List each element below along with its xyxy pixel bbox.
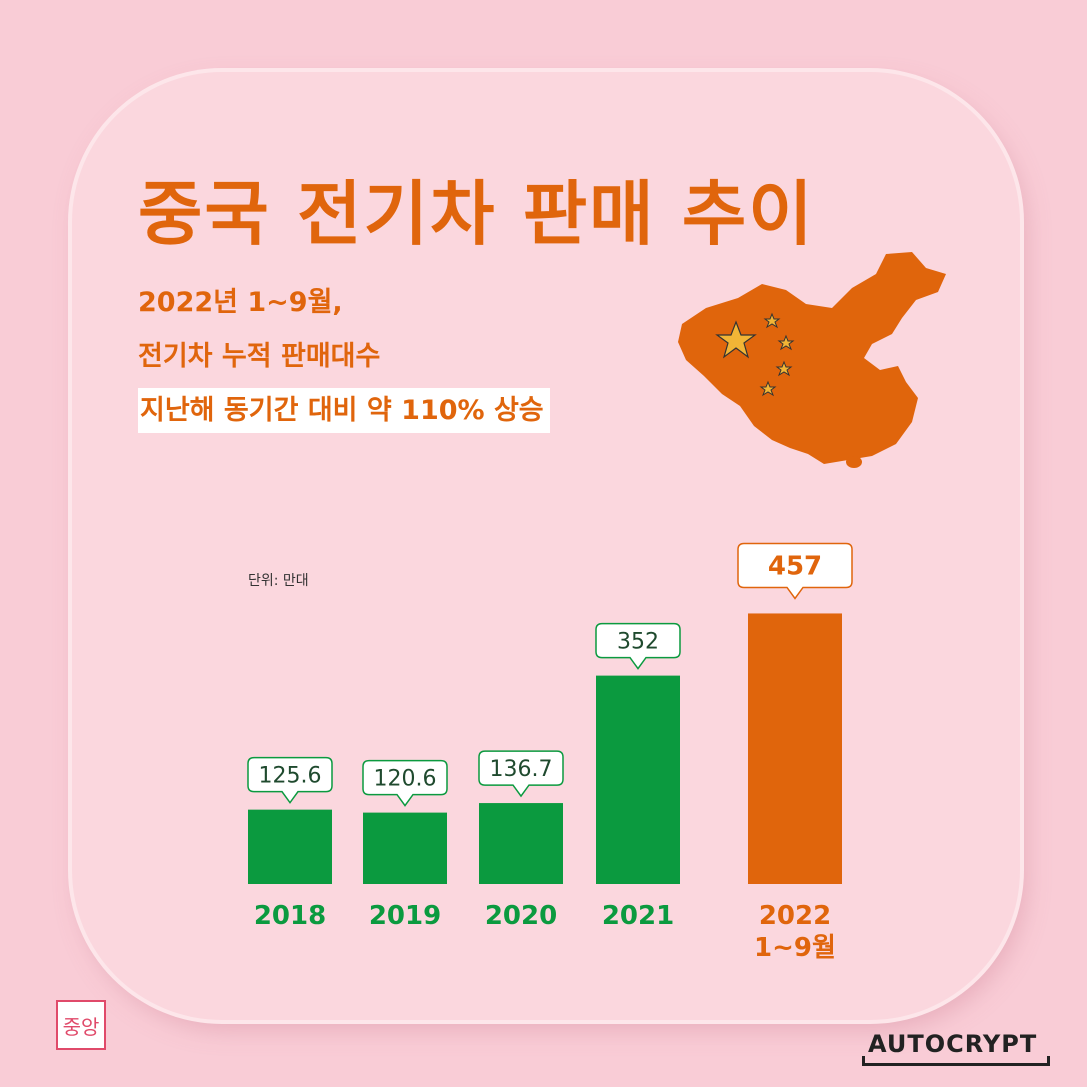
data-label-box-1: [362, 759, 448, 807]
subtitle-line-2: 전기차 누적 판매대수: [138, 341, 381, 372]
data-label-box-0: [247, 756, 333, 804]
brand-logo: AUTOCRYPT: [868, 1030, 1038, 1058]
category-label-3: 2021: [602, 901, 674, 931]
data-label-box-4: [737, 542, 853, 600]
subtitle-line-1: 2022년 1~9월,: [138, 287, 343, 318]
data-label-box-2: [478, 750, 564, 798]
china-map-icon: [678, 252, 946, 468]
page-title: 중국 전기차 판매 추이: [138, 173, 815, 255]
category-label-4-1: 1~9월: [754, 933, 836, 963]
category-label-0: 2018: [254, 901, 326, 931]
data-label-0: 125.6: [259, 764, 322, 789]
subtitle-line-3: 지난해 동기간 대비 약 110% 상승: [138, 388, 550, 433]
category-label-2: 2020: [485, 901, 557, 931]
category-label-4-0: 2022: [759, 901, 831, 931]
bar-4: [748, 613, 842, 884]
bar-0: [248, 809, 332, 884]
data-label-box-3: [595, 622, 681, 670]
logo-mark: 중앙: [56, 1000, 106, 1050]
bar-1: [363, 812, 447, 884]
data-label-3: 352: [617, 630, 659, 655]
data-label-4: 457: [768, 551, 822, 581]
category-label-1: 2019: [369, 901, 441, 931]
unit-label: 단위: 만대: [248, 573, 309, 589]
bar-2: [479, 803, 563, 884]
bar-3: [596, 675, 680, 884]
star-icon: [715, 312, 795, 397]
data-label-1: 120.6: [374, 767, 437, 792]
brand-underline: [862, 1056, 1050, 1066]
data-label-2: 136.7: [490, 757, 553, 782]
logo-text: 중앙: [63, 1015, 100, 1039]
